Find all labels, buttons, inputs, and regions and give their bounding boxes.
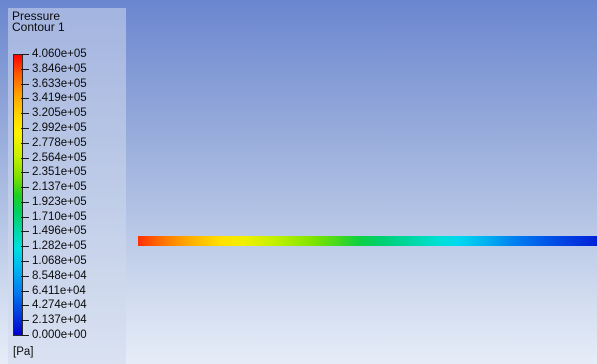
color-scale-tick-label: 2.137e+04 [32,314,87,326]
color-scale-tick [21,69,29,70]
color-scale-tick-label: 2.992e+05 [32,122,87,134]
color-scale-tick-label: 3.633e+05 [32,78,87,90]
color-scale-tick [21,320,29,321]
color-scale-tick [21,305,29,306]
color-scale-tick [21,231,29,232]
color-scale-tick-label: 0.000e+00 [32,329,87,341]
color-scale-tick-label: 1.923e+05 [32,196,87,208]
color-scale-tick-label: 4.060e+05 [32,48,87,60]
color-scale-tick-label: 3.419e+05 [32,92,87,104]
color-scale-tick-label: 1.068e+05 [32,255,87,267]
legend-unit-label: [Pa] [13,346,34,358]
legend-title: Pressure Contour 1 [12,9,65,34]
color-scale-tick [21,113,29,114]
color-scale-tick [21,158,29,159]
color-scale-tick-label: 2.351e+05 [32,166,87,178]
color-scale-tick-label: 8.548e+04 [32,270,87,282]
color-scale-tick-label: 1.496e+05 [32,225,87,237]
color-scale-tick [21,143,29,144]
color-scale-tick-label: 1.710e+05 [32,211,87,223]
color-scale-tick [21,187,29,188]
color-scale-tick-label: 2.564e+05 [32,152,87,164]
legend-title-contour: Contour 1 [12,20,65,34]
color-scale-bar [13,54,23,336]
color-scale-tick [21,98,29,99]
color-scale-tick-label: 2.778e+05 [32,137,87,149]
color-scale-tick [21,261,29,262]
color-scale-tick [21,276,29,277]
color-scale-tick [21,172,29,173]
color-scale-tick [21,335,29,336]
color-scale-tick-label: 3.205e+05 [32,107,87,119]
color-scale-tick-label: 6.411e+04 [32,285,86,297]
color-scale-tick-label: 2.137e+05 [32,181,87,193]
color-scale-tick [21,54,29,55]
color-scale-tick [21,217,29,218]
color-scale-tick [21,246,29,247]
color-scale-tick-label: 3.846e+05 [32,63,87,75]
legend-title-variable: Pressure [12,9,61,23]
color-scale-tick [21,84,29,85]
color-scale-tick [21,291,29,292]
legend-panel [8,8,126,364]
color-scale-tick-label: 1.282e+05 [32,240,87,252]
color-scale-tick [21,128,29,129]
color-scale-tick-label: 4.274e+04 [32,299,87,311]
pipe-pressure-contour[interactable] [138,236,597,246]
color-scale-tick [21,202,29,203]
